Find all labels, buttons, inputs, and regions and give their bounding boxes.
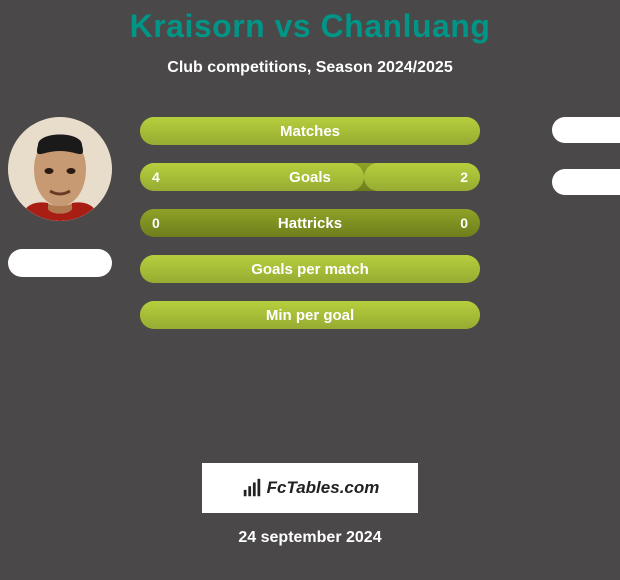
stat-row: Matches: [140, 117, 480, 145]
stat-value-left: 0: [152, 215, 160, 231]
root: Kraisorn vs Chanluang Club competitions,…: [0, 0, 620, 547]
person-icon: [8, 117, 112, 221]
stats-list: Matches Goals4 2 Hattricks0 0 Goals per match…: [140, 117, 480, 329]
stat-label: Min per goal: [140, 307, 480, 324]
stat-value-right: 2: [460, 169, 468, 185]
stat-row: Hattricks0 0: [140, 209, 480, 237]
player-right-name-pill-1: [552, 117, 620, 143]
player-left-avatar: [8, 117, 112, 221]
watermark: FcTables.com: [202, 463, 418, 513]
subtitle: Club competitions, Season 2024/2025: [0, 59, 620, 77]
compare-area: Matches Goals4 2 Hattricks0 0 Goals per match…: [0, 117, 620, 457]
chart-icon: [241, 477, 263, 499]
stat-label: Matches: [140, 123, 480, 140]
stat-row: Goals4 2: [140, 163, 480, 191]
stat-row: Goals per match: [140, 255, 480, 283]
stat-value-right: 0: [460, 215, 468, 231]
page-title: Kraisorn vs Chanluang: [0, 8, 620, 45]
player-left: [8, 117, 112, 277]
watermark-text: FcTables.com: [241, 477, 380, 499]
watermark-label: FcTables.com: [267, 478, 380, 498]
stat-label: Goals: [140, 169, 480, 186]
stat-row: Min per goal: [140, 301, 480, 329]
stat-label: Hattricks: [140, 215, 480, 232]
stat-value-left: 4: [152, 169, 160, 185]
date-line: 24 september 2024: [0, 529, 620, 547]
player-right-name-pill-2: [552, 169, 620, 195]
player-left-name-pill: [8, 249, 112, 277]
stat-label: Goals per match: [140, 261, 480, 278]
